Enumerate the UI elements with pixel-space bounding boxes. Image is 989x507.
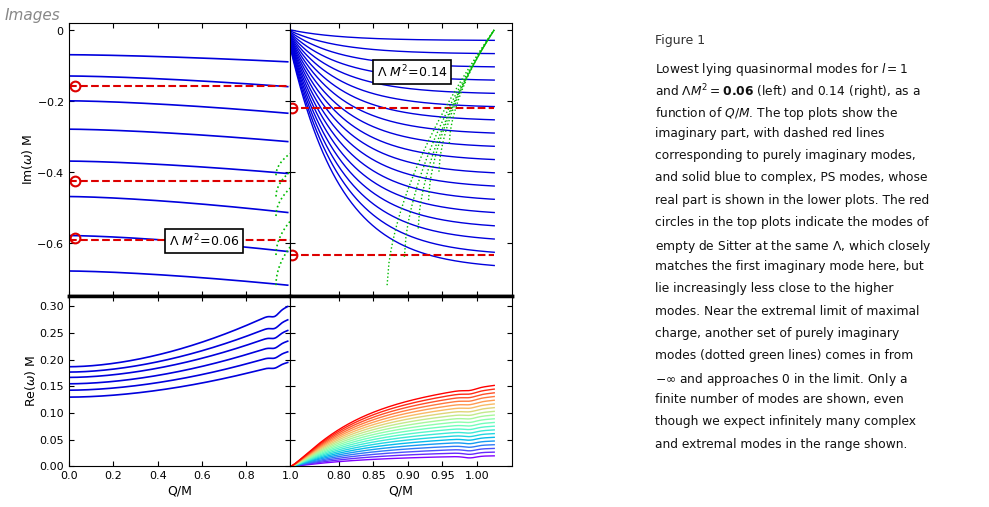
- Text: modes. Near the extremal limit of maximal: modes. Near the extremal limit of maxima…: [656, 305, 920, 317]
- Text: Figure 1: Figure 1: [656, 34, 705, 47]
- Y-axis label: Im($\omega$) M: Im($\omega$) M: [20, 134, 35, 185]
- Text: matches the first imaginary mode here, but: matches the first imaginary mode here, b…: [656, 260, 924, 273]
- Text: $\Lambda\ M^2\!=\!0.06$: $\Lambda\ M^2\!=\!0.06$: [169, 233, 239, 249]
- X-axis label: Q/M: Q/M: [389, 484, 413, 497]
- Text: $-\infty$ and approaches 0 in the limit. Only a: $-\infty$ and approaches 0 in the limit.…: [656, 371, 908, 388]
- Text: function of $Q/M$. The top plots show the: function of $Q/M$. The top plots show th…: [656, 105, 898, 122]
- Text: and $\Lambda M^2 = \mathbf{0.06}$ (left) and 0.14 (right), as a: and $\Lambda M^2 = \mathbf{0.06}$ (left)…: [656, 83, 921, 102]
- Text: corresponding to purely imaginary modes,: corresponding to purely imaginary modes,: [656, 149, 916, 162]
- Text: circles in the top plots indicate the modes of: circles in the top plots indicate the mo…: [656, 216, 929, 229]
- Text: real part is shown in the lower plots. The red: real part is shown in the lower plots. T…: [656, 194, 930, 207]
- Y-axis label: Re($\omega$) M: Re($\omega$) M: [23, 355, 39, 407]
- Text: lie increasingly less close to the higher: lie increasingly less close to the highe…: [656, 282, 894, 296]
- Text: Lowest lying quasinormal modes for $l = 1$: Lowest lying quasinormal modes for $l = …: [656, 60, 909, 78]
- Text: though we expect infinitely many complex: though we expect infinitely many complex: [656, 415, 916, 428]
- Text: and extremal modes in the range shown.: and extremal modes in the range shown.: [656, 438, 908, 451]
- Text: and solid blue to complex, PS modes, whose: and solid blue to complex, PS modes, who…: [656, 171, 928, 185]
- Text: $\Lambda\ M^2\!=\!0.14$: $\Lambda\ M^2\!=\!0.14$: [377, 64, 447, 80]
- Text: finite number of modes are shown, even: finite number of modes are shown, even: [656, 393, 904, 406]
- Text: Images: Images: [5, 8, 60, 23]
- Text: empty de Sitter at the same $\Lambda$, which closely: empty de Sitter at the same $\Lambda$, w…: [656, 238, 932, 255]
- Text: imaginary part, with dashed red lines: imaginary part, with dashed red lines: [656, 127, 885, 140]
- X-axis label: Q/M: Q/M: [167, 484, 192, 497]
- Text: modes (dotted green lines) comes in from: modes (dotted green lines) comes in from: [656, 349, 914, 362]
- Text: charge, another set of purely imaginary: charge, another set of purely imaginary: [656, 327, 900, 340]
